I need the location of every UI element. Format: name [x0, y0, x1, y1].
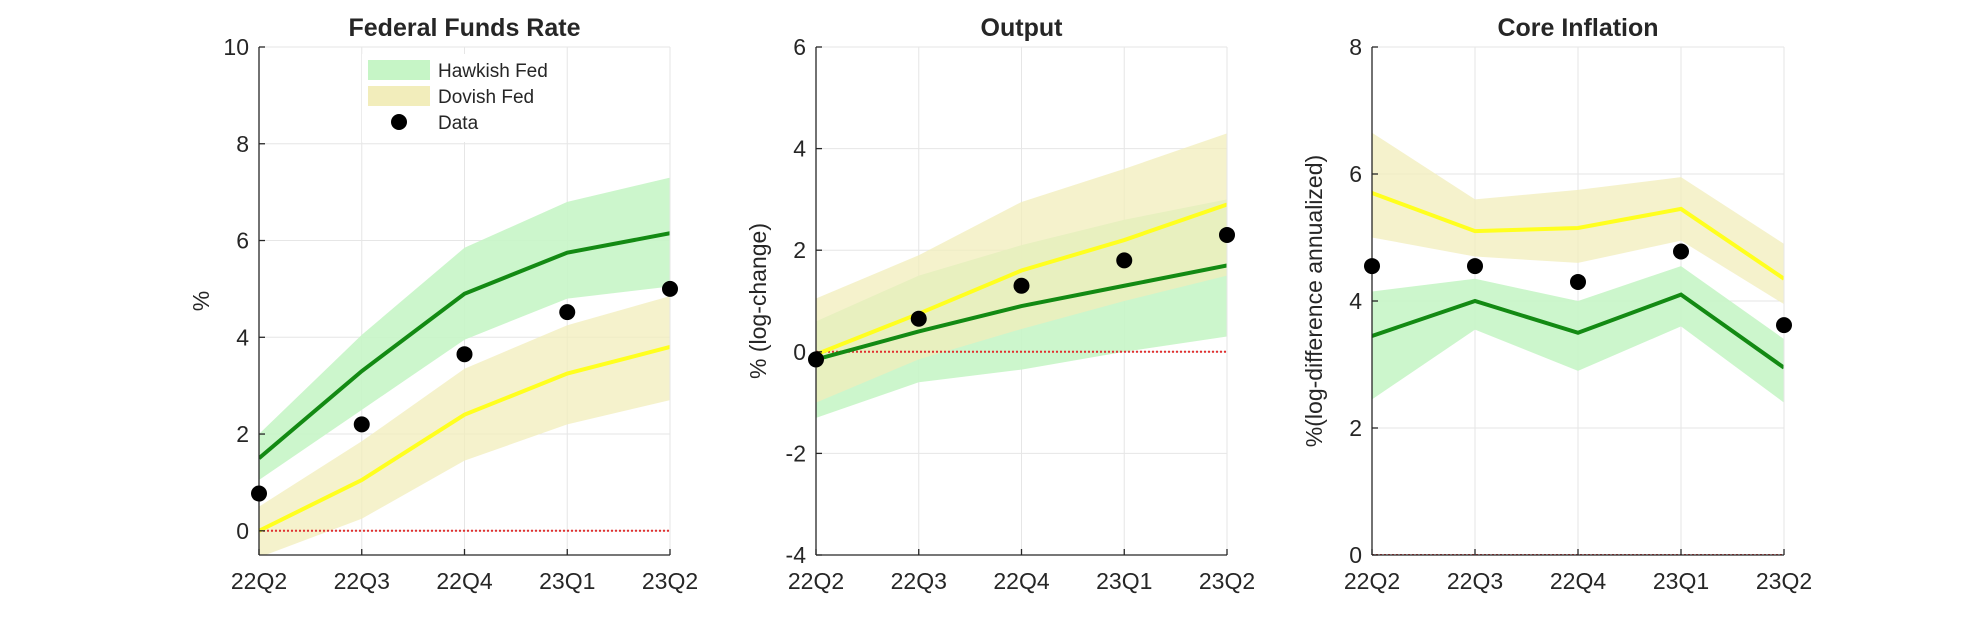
data-point [662, 280, 678, 297]
x-tick-label: 23Q1 [1653, 568, 1709, 594]
legend-swatch-1 [368, 60, 430, 80]
y-tick-label: 4 [1349, 288, 1362, 314]
data-point [353, 416, 370, 433]
dovish-band [1372, 132, 1784, 305]
y-axis-label: % [188, 291, 214, 311]
dovish-line [816, 202, 1227, 357]
data-point [251, 485, 267, 502]
data-point [456, 346, 473, 363]
data-point [1467, 258, 1483, 275]
hawkish-line [1372, 292, 1784, 370]
dovish-band [816, 133, 1227, 403]
data-point [559, 304, 576, 321]
plot-content [259, 177, 670, 555]
y-tick-label: 6 [1349, 161, 1362, 187]
y-tick-label: 8 [1349, 34, 1362, 60]
data-point [1013, 277, 1030, 294]
x-tick-label: 23Q2 [642, 568, 698, 594]
data-point [1570, 273, 1586, 290]
legend-marker [391, 114, 407, 130]
chart-panel-3: 0 2 4 6 8 22Q2 22Q3 22Q4 23Q1 23Q2 Core Inflation%… [1301, 14, 1812, 594]
x-tick-label: 23Q2 [1756, 568, 1812, 594]
x-tick-label: 23Q1 [539, 568, 595, 594]
data-point [1776, 317, 1792, 334]
y-tick-label: -2 [786, 440, 806, 466]
chart-title: Output [981, 14, 1064, 42]
x-tick-label: 23Q2 [1199, 568, 1255, 594]
x-tick-label: 22Q4 [1550, 568, 1606, 594]
y-tick-label: 8 [236, 131, 249, 157]
y-tick-label: 0 [1349, 542, 1362, 568]
dovish-line [259, 345, 670, 533]
y-tick-label: 2 [1349, 415, 1362, 441]
legend-swatch-2 [368, 86, 430, 106]
x-tick-label: 22Q2 [1344, 568, 1400, 594]
y-tick-label: 2 [236, 421, 249, 447]
y-axis-label: % (log-change) [745, 223, 771, 379]
y-tick-label: 6 [236, 228, 249, 254]
x-tick-label: 22Q4 [436, 568, 492, 594]
chart-title: Federal Funds Rate [349, 14, 581, 42]
y-tick-label: 4 [236, 324, 249, 350]
chart-panel-1: 0 2 4 6 8 10 22Q2 22Q3 22Q4 23Q1 23Q2 Federal Funds… [188, 14, 698, 594]
legend-label: Dovish Fed [438, 87, 534, 108]
y-tick-label: 6 [793, 34, 806, 60]
x-tick-label: 22Q4 [993, 568, 1049, 594]
data-point [1364, 258, 1380, 275]
legend-label: Data [438, 113, 479, 134]
y-tick-label: -4 [786, 542, 807, 568]
x-tick-label: 22Q3 [891, 568, 947, 594]
x-tick-label: 22Q3 [334, 568, 390, 594]
data-point [1116, 252, 1133, 269]
plot-content [1372, 132, 1784, 555]
y-tick-label: 4 [793, 136, 806, 162]
x-tick-label: 22Q2 [788, 568, 844, 594]
dovish-line [1372, 191, 1784, 281]
chart-title: Core Inflation [1497, 14, 1658, 42]
legend-label: Hawkish Fed [438, 61, 548, 82]
data-point [910, 310, 927, 327]
data-point [1673, 243, 1689, 260]
hawkish-line [259, 231, 670, 460]
chart-panel-2: -4 -2 0 2 4 6 22Q2 22Q3 22Q4 23Q1 23Q2 Output % (log… [745, 14, 1255, 594]
legend: Hawkish Fed Dovish Fed Data [362, 54, 566, 142]
y-tick-label: 2 [793, 237, 806, 263]
dovish-band [259, 296, 670, 555]
data-point [1219, 226, 1235, 243]
y-tick-label: 0 [236, 518, 249, 544]
hawkish-line [816, 263, 1227, 362]
data-point [808, 351, 824, 368]
y-axis-label: %(log-difference annualized) [1301, 155, 1327, 447]
y-tick-label: 0 [793, 339, 806, 365]
y-tick-label: 10 [223, 34, 249, 60]
x-tick-label: 23Q1 [1096, 568, 1152, 594]
x-tick-label: 22Q3 [1447, 568, 1503, 594]
x-tick-label: 22Q2 [231, 568, 287, 594]
